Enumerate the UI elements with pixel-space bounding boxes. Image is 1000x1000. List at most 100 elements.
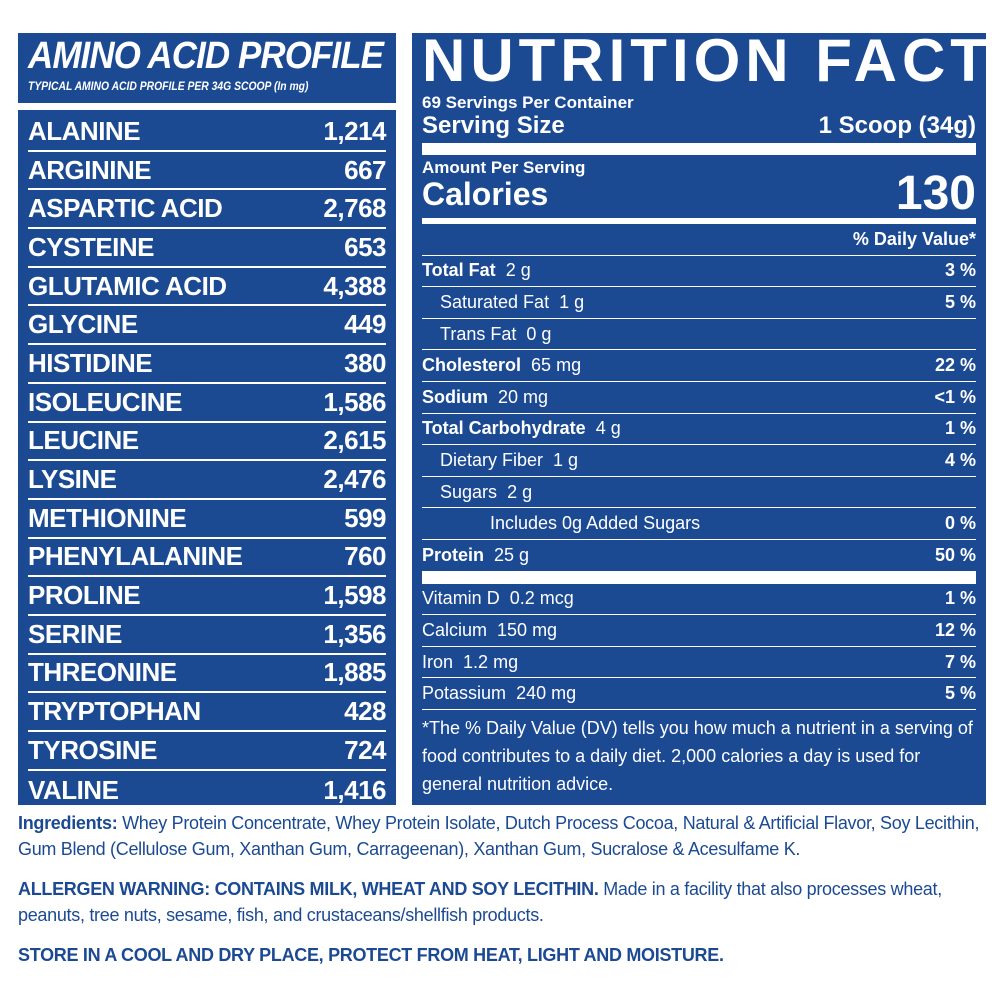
nutrient-dv: 22 % (934, 355, 976, 376)
nutrient-label: Total Carbohydrate (422, 418, 586, 439)
vitamin-dv: 7 % (944, 651, 976, 672)
nutrient-amount: 20 mg (498, 386, 549, 407)
vitamin-row: Potassium 240 mg 5 % (422, 678, 976, 710)
amino-value: 1,356 (323, 618, 386, 649)
amino-value: 2,768 (323, 193, 386, 224)
amino-name: LEUCINE (28, 425, 139, 456)
ingredients-label: Ingredients: (18, 813, 118, 833)
vitamin-dv: 12 % (934, 619, 976, 640)
amino-row: HISTIDINE 380 (28, 345, 386, 384)
daily-value-footnote: *The % Daily Value (DV) tells you how mu… (422, 717, 973, 794)
amino-row: CYSTEINE 653 (28, 229, 386, 268)
nutrient-label: Saturated Fat (440, 291, 550, 312)
amino-row: ISOLEUCINE 1,586 (28, 384, 386, 423)
nutrient-row: Cholesterol 65 mg 22 % (422, 350, 976, 382)
nutrition-title: NUTRITION FACTS (422, 27, 1000, 94)
amino-value: 599 (344, 502, 386, 533)
ingredients-text: Whey Protein Concentrate, Whey Protein I… (18, 813, 980, 859)
vitamin-label: Calcium (422, 619, 488, 640)
amino-name: SERINE (28, 618, 122, 649)
amino-row: PHENYLALANINE 760 (28, 539, 386, 578)
amino-row: TRYPTOPHAN 428 (28, 693, 386, 732)
amino-value: 1,416 (323, 774, 386, 805)
amino-value: 1,214 (323, 115, 386, 146)
nutrient-row: Sodium 20 mg <1 % (422, 382, 976, 414)
nutrient-row: Trans Fat 0 g (422, 319, 976, 351)
nutrient-label: Sodium (422, 386, 488, 407)
amino-value: 1,598 (323, 580, 386, 611)
amino-value: 1,885 (323, 657, 386, 688)
storage-instructions: STORE IN A COOL AND DRY PLACE, PROTECT F… (18, 945, 724, 965)
nutrient-row: Protein 25 g 50 % (422, 540, 976, 572)
nutrient-label: Sugars (440, 481, 498, 502)
vitamin-amount: 150 mg (497, 619, 558, 640)
amino-row: ARGININE 667 (28, 152, 386, 191)
allergen-label: ALLERGEN WARNING: CONTAINS MILK, WHEAT A… (18, 879, 599, 899)
nutrient-dv: 0 % (944, 513, 976, 534)
amino-row: ALANINE 1,214 (28, 113, 386, 152)
ingredients: Ingredients: Whey Protein Concentrate, W… (18, 810, 993, 862)
amino-name: THREONINE (28, 657, 177, 688)
vitamin-label: Potassium (422, 683, 507, 704)
amino-row: METHIONINE 599 (28, 500, 386, 539)
amino-value: 1,586 (323, 386, 386, 417)
nutrient-amount: 25 g (494, 544, 530, 565)
amino-row: SERINE 1,356 (28, 616, 386, 655)
amino-value: 760 (344, 541, 386, 572)
nutrient-row: Sugars 2 g (422, 477, 976, 509)
nutrient-label: Cholesterol (422, 355, 522, 376)
calories-value: 130 (895, 167, 976, 220)
nutrient-amount: 65 mg (531, 355, 582, 376)
vitamin-dv: 1 % (944, 588, 976, 609)
amino-name: ASPARTIC ACID (28, 193, 223, 224)
allergen-warning: ALLERGEN WARNING: CONTAINS MILK, WHEAT A… (18, 876, 993, 928)
nutrient-row: Includes 0g Added Sugars 0 % (422, 508, 976, 540)
nutrient-label: Total Fat (422, 260, 496, 281)
amino-name: ARGININE (28, 154, 152, 185)
amount-per-serving: Amount Per Serving (422, 158, 586, 177)
amino-value: 380 (344, 347, 386, 378)
amino-name: CYSTEINE (28, 231, 155, 262)
vitamin-row: Iron 1.2 mg 7 % (422, 647, 976, 679)
vitamin-amount: 0.2 mcg (509, 588, 574, 609)
vitamin-dv: 5 % (944, 683, 976, 704)
nutrient-amount: 2 g (507, 481, 533, 502)
nutrient-dv: 4 % (944, 449, 976, 470)
nutrient-row: Total Carbohydrate 4 g 1 % (422, 414, 976, 446)
nutrient-dv: 1 % (944, 418, 976, 439)
amino-value: 4,388 (323, 270, 386, 301)
amino-name: TRYPTOPHAN (28, 696, 201, 727)
amino-row: ASPARTIC ACID 2,768 (28, 190, 386, 230)
amino-value: 428 (344, 696, 386, 727)
nutrient-rows: Total Fat 2 g 3 % Saturated Fat 1 g 5 % Tran… (422, 256, 976, 572)
servings-per-container: 69 Servings Per Container (422, 93, 634, 112)
nutrient-dv: <1 % (934, 386, 976, 407)
nutrient-amount: 1 g (553, 449, 579, 470)
amino-value: 449 (344, 309, 386, 340)
serving-size-label: Serving Size (422, 112, 565, 139)
nutrient-row: Total Fat 2 g 3 % (422, 256, 976, 288)
vitamin-row: Calcium 150 mg 12 % (422, 615, 976, 647)
allergen-text: Made in a facility that also processes w… (18, 879, 942, 925)
nutrient-label: Protein (422, 544, 485, 565)
thick-divider (422, 570, 976, 584)
nutrient-label: Dietary Fiber (440, 449, 544, 470)
vitamin-label: Vitamin D (422, 588, 500, 609)
amino-row: LYSINE 2,476 (28, 461, 386, 500)
amino-row: THREONINE 1,885 (28, 655, 386, 694)
amino-acid-table: ALANINE 1,214 ARGININE 667 ASPARTIC ACID 2,76… (18, 110, 396, 805)
nutrient-amount: 4 g (595, 418, 621, 439)
amino-row: GLUTAMIC ACID 4,388 (28, 268, 386, 307)
nutrient-amount: 1 g (559, 291, 585, 312)
amino-row: GLYCINE 449 (28, 306, 386, 346)
nutrient-label: Includes 0g Added Sugars (490, 513, 701, 534)
amino-title: AMINO ACID PROFILE (28, 35, 384, 77)
amino-name: ISOLEUCINE (28, 386, 182, 417)
amino-acid-header: AMINO ACID PROFILE TYPICAL AMINO ACID PR… (18, 33, 396, 103)
vitamin-amount: 1.2 mg (463, 651, 519, 672)
amino-name: PHENYLALANINE (28, 541, 243, 572)
amino-name: LYSINE (28, 464, 117, 495)
calories-label: Calories (422, 176, 549, 212)
amino-name: ALANINE (28, 115, 141, 146)
nutrient-row: Saturated Fat 1 g 5 % (422, 287, 976, 319)
